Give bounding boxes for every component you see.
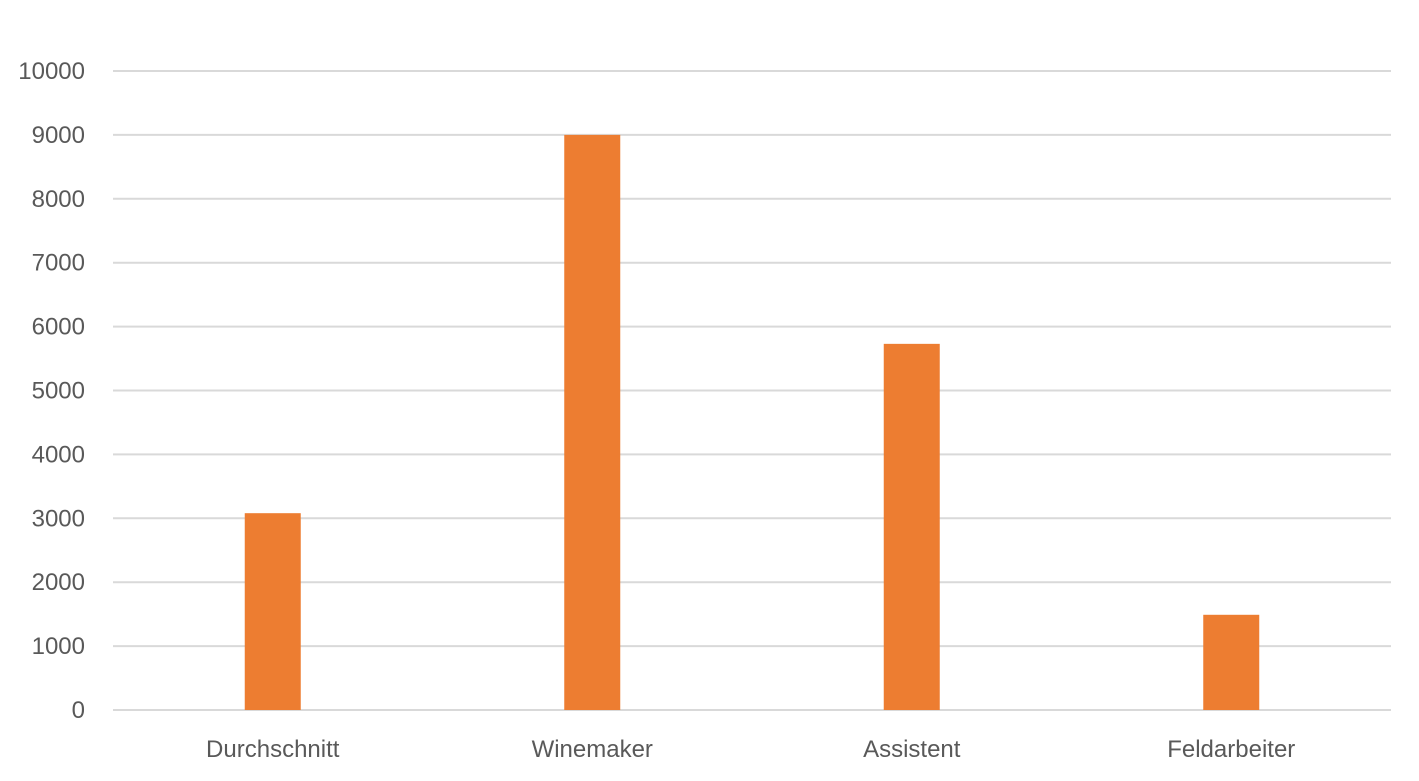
x-tick-label-durchschnitt: Durchschnitt [206,736,340,763]
bars [244,134,1260,710]
y-tick-label-2000: 2000 [32,569,85,596]
y-tick-label-5000: 5000 [32,378,85,405]
bar-winemaker [564,134,621,710]
y-tick-label-9000: 9000 [32,122,85,149]
x-axis-tick-labels: Durchschnitt Winemaker Assistent Feldarbeit… [206,736,1295,763]
y-tick-label-8000: 8000 [32,186,85,213]
y-tick-label-0: 0 [72,697,85,724]
y-tick-label-6000: 6000 [32,314,85,341]
gridlines [113,70,1391,711]
y-tick-label-3000: 3000 [32,505,85,532]
x-tick-label-feldarbeiter: Feldarbeiter [1167,736,1295,763]
y-tick-label-10000: 10000 [18,58,85,85]
y-axis-tick-labels: 0 1000 2000 3000 4000 5000 6000 7000 8000 9000 100… [18,58,85,724]
y-tick-label-7000: 7000 [32,250,85,277]
y-tick-label-4000: 4000 [32,441,85,468]
x-tick-label-winemaker: Winemaker [532,736,653,763]
bar-assistent [883,343,940,710]
bar-feldarbeiter [1203,614,1260,710]
bar-durchschnitt [244,513,301,710]
y-tick-label-1000: 1000 [32,633,85,660]
x-tick-label-assistent: Assistent [863,736,961,763]
